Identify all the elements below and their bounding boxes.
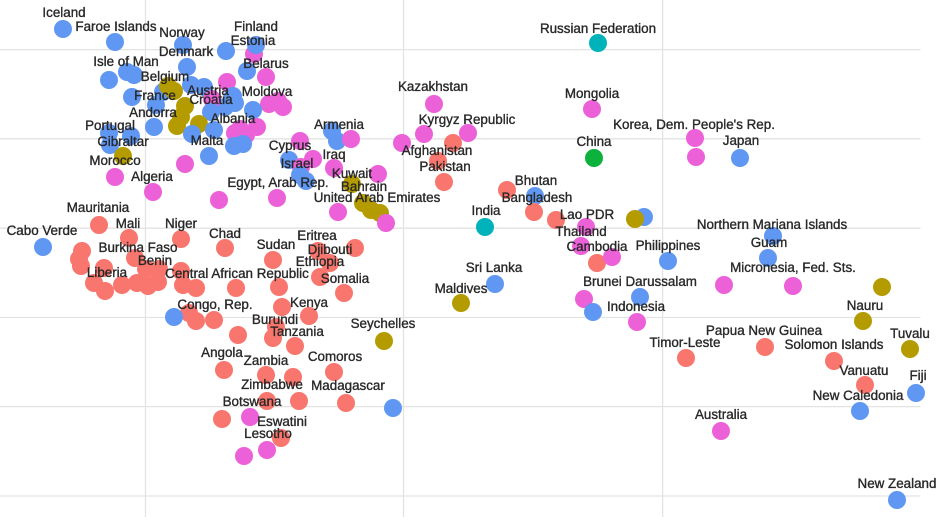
svg-text:Finland: Finland (234, 19, 278, 34)
svg-text:Tanzania: Tanzania (270, 324, 324, 339)
svg-text:Madagascar: Madagascar (311, 378, 385, 393)
svg-text:Mongolia: Mongolia (565, 86, 620, 101)
svg-text:Philippines: Philippines (636, 238, 701, 253)
svg-text:Gibraltar: Gibraltar (97, 134, 149, 149)
svg-text:Algeria: Algeria (131, 169, 173, 184)
svg-text:India: India (471, 203, 501, 218)
svg-text:Benin: Benin (138, 253, 172, 268)
svg-text:Isle of Man: Isle of Man (93, 54, 159, 69)
svg-text:Central African Republic: Central African Republic (165, 266, 309, 281)
svg-text:Ethiopia: Ethiopia (296, 254, 345, 269)
svg-text:Maldives: Maldives (435, 281, 488, 296)
svg-text:Mauritania: Mauritania (67, 200, 130, 215)
svg-text:Fiji: Fiji (909, 368, 926, 383)
svg-text:Kenya: Kenya (290, 295, 329, 310)
svg-text:Eswatini: Eswatini (257, 414, 307, 429)
svg-text:Zimbabwe: Zimbabwe (241, 377, 303, 392)
svg-text:Comoros: Comoros (308, 349, 363, 364)
svg-text:Morocco: Morocco (89, 153, 140, 168)
svg-text:Iraq: Iraq (322, 147, 345, 162)
svg-text:Angola: Angola (201, 345, 243, 360)
svg-text:France: France (134, 88, 176, 103)
svg-text:Kyrgyz Republic: Kyrgyz Republic (419, 112, 516, 127)
svg-text:Niger: Niger (165, 216, 198, 231)
svg-text:Egypt, Arab Rep.: Egypt, Arab Rep. (227, 175, 328, 190)
svg-text:Seychelles: Seychelles (351, 316, 416, 331)
svg-text:Estonia: Estonia (231, 33, 276, 48)
svg-text:Botswana: Botswana (223, 394, 282, 409)
svg-text:Congo, Rep.: Congo, Rep. (177, 297, 252, 312)
svg-text:Denmark: Denmark (159, 44, 214, 59)
svg-text:Japan: Japan (723, 133, 759, 148)
svg-text:Thailand: Thailand (555, 224, 606, 239)
svg-text:Tuvalu: Tuvalu (890, 326, 930, 341)
svg-text:Malta: Malta (191, 133, 224, 148)
svg-text:Bhutan: Bhutan (515, 173, 557, 188)
svg-text:Eritrea: Eritrea (297, 228, 337, 243)
svg-text:Liberia: Liberia (87, 265, 128, 280)
svg-text:United Arab Emirates: United Arab Emirates (314, 190, 441, 205)
svg-text:Vanuatu: Vanuatu (840, 363, 889, 378)
svg-text:Sri Lanka: Sri Lanka (466, 260, 523, 275)
svg-text:Djibouti: Djibouti (308, 242, 353, 257)
svg-text:New Caledonia: New Caledonia (813, 388, 904, 403)
svg-text:Cambodia: Cambodia (566, 239, 628, 254)
svg-text:Guam: Guam (751, 235, 787, 250)
svg-text:Mali: Mali (116, 216, 141, 231)
svg-text:Moldova: Moldova (242, 84, 293, 99)
svg-text:Korea, Dem. People's Rep.: Korea, Dem. People's Rep. (613, 117, 775, 132)
svg-text:Norway: Norway (159, 25, 205, 40)
svg-text:Burkina Faso: Burkina Faso (99, 240, 178, 255)
svg-text:Northern Mariana Islands: Northern Mariana Islands (697, 217, 848, 232)
svg-text:China: China (577, 134, 613, 149)
svg-text:Brunei Darussalam: Brunei Darussalam (583, 274, 697, 289)
svg-text:Israel: Israel (281, 156, 314, 171)
svg-text:Portugal: Portugal (85, 118, 135, 133)
svg-text:Belgium: Belgium (141, 69, 189, 84)
svg-text:Papua New Guinea: Papua New Guinea (706, 323, 823, 338)
svg-text:Chad: Chad (209, 226, 241, 241)
svg-text:Belarus: Belarus (243, 56, 289, 71)
svg-text:Micronesia, Fed. Sts.: Micronesia, Fed. Sts. (730, 260, 856, 275)
svg-text:Lesotho: Lesotho (244, 426, 292, 441)
svg-text:Afghanistan: Afghanistan (402, 143, 473, 158)
svg-text:Kuwait: Kuwait (332, 166, 372, 181)
svg-text:Armenia: Armenia (314, 117, 364, 132)
svg-text:Nauru: Nauru (847, 298, 883, 313)
svg-text:Andorra: Andorra (129, 105, 177, 120)
svg-text:Solomon Islands: Solomon Islands (785, 337, 884, 352)
svg-text:Pakistan: Pakistan (419, 159, 470, 174)
svg-text:New Zealand: New Zealand (858, 476, 937, 491)
svg-text:Sudan: Sudan (257, 237, 296, 252)
svg-text:Bahrain: Bahrain (341, 179, 387, 194)
svg-text:Kazakhstan: Kazakhstan (398, 79, 468, 94)
svg-text:Croatia: Croatia (189, 92, 233, 107)
svg-text:Cyprus: Cyprus (269, 138, 312, 153)
svg-text:Indonesia: Indonesia (607, 299, 666, 314)
svg-text:Austria: Austria (187, 83, 229, 98)
svg-text:Faroe Islands: Faroe Islands (75, 19, 156, 34)
svg-text:Bangladesh: Bangladesh (502, 190, 573, 205)
svg-text:Lao PDR: Lao PDR (560, 207, 615, 222)
svg-text:Somalia: Somalia (321, 271, 370, 286)
svg-text:Zambia: Zambia (244, 353, 289, 368)
svg-text:Australia: Australia (695, 407, 748, 422)
svg-text:Albania: Albania (211, 111, 256, 126)
svg-text:Iceland: Iceland (42, 5, 85, 20)
svg-text:Timor-Leste: Timor-Leste (650, 335, 721, 350)
svg-text:Burundi: Burundi (252, 312, 298, 327)
svg-text:Russian Federation: Russian Federation (540, 21, 656, 36)
svg-text:Cabo Verde: Cabo Verde (7, 223, 78, 238)
